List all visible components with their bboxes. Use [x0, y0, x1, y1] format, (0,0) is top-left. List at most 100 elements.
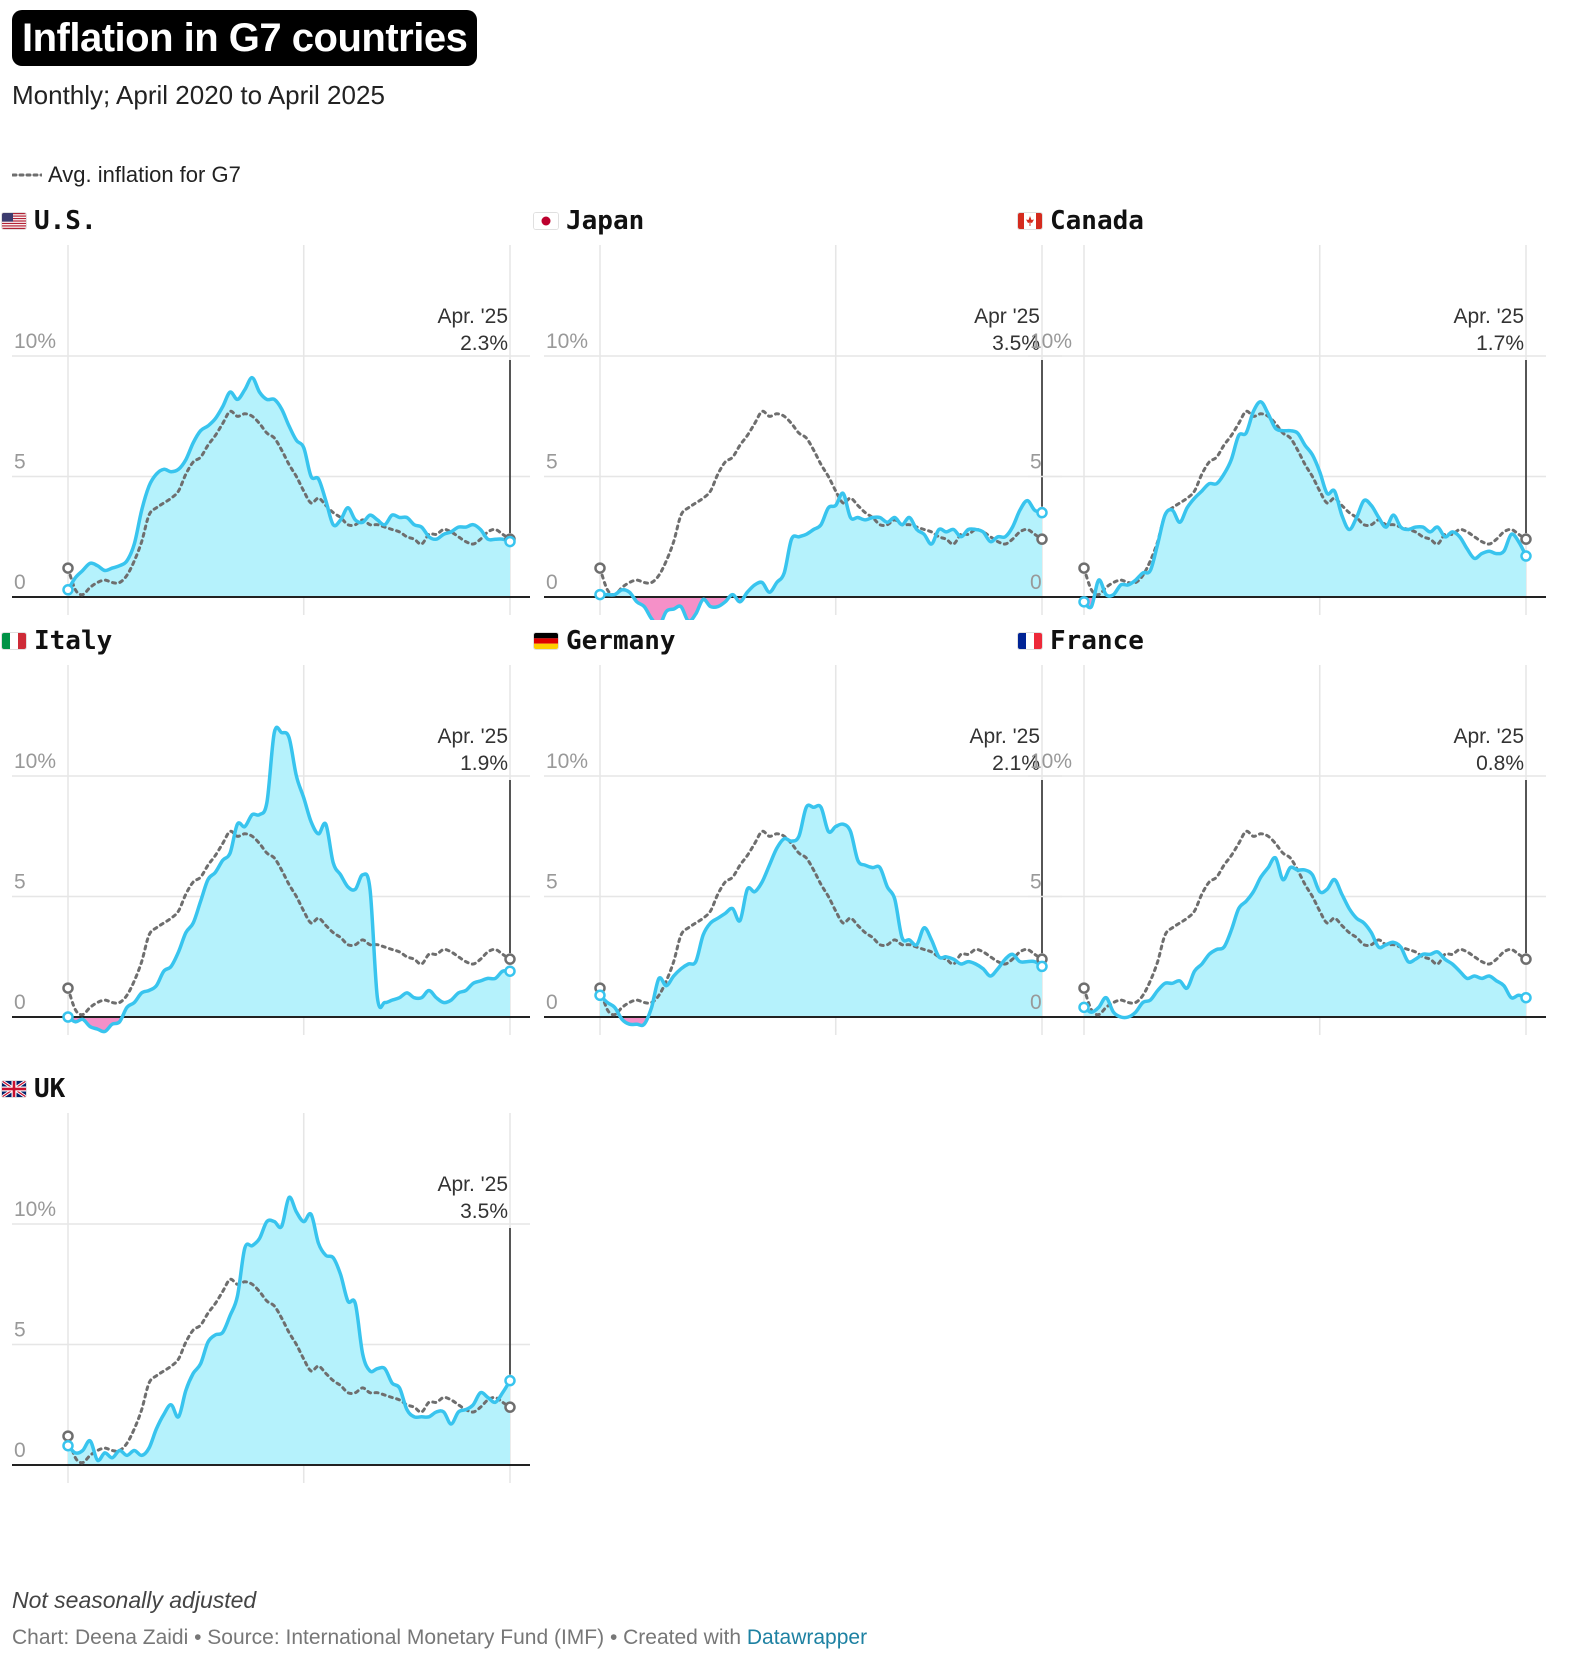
- panel-country-name: France: [1050, 626, 1144, 656]
- panel-country-name: Japan: [566, 206, 645, 236]
- country-area-fill: [1084, 857, 1526, 1017]
- country-line: [66, 1195, 512, 1463]
- y-tick-label: 10%: [546, 330, 588, 353]
- panel-country-name: U.S.: [34, 206, 97, 236]
- country-line: [598, 803, 1044, 1028]
- panel-title-row: U.S.: [2, 205, 97, 237]
- annotation-value: 1.7%: [1476, 332, 1524, 355]
- y-tick-label: 0: [1030, 991, 1042, 1014]
- annotation-value: 0.8%: [1476, 752, 1524, 775]
- y-tick-label: 0: [1030, 571, 1042, 594]
- avg-g7-line: [598, 829, 1044, 1017]
- flag-jp-icon: [534, 213, 558, 229]
- avg-end-dot: [1520, 953, 1532, 965]
- legend-dotted-line-icon: [12, 173, 42, 177]
- panel-country-name: UK: [34, 1074, 66, 1104]
- y-tick-label: 0: [14, 571, 26, 594]
- annotation-date: Apr. '25: [1453, 305, 1524, 328]
- panel-title-row: Japan: [534, 205, 644, 237]
- flag-ca-icon: [1018, 213, 1042, 229]
- country-area-fill: [68, 377, 510, 597]
- country-line: [66, 725, 511, 1034]
- avg-g7-line: [598, 409, 1044, 597]
- country-start-dot: [62, 1439, 74, 1452]
- annotation-value: 3.5%: [992, 332, 1040, 355]
- datawrapper-link[interactable]: Datawrapper: [746, 1626, 868, 1649]
- annotation-value: 2.3%: [460, 332, 508, 355]
- y-tick-label: 5: [546, 451, 558, 474]
- country-line: [1082, 400, 1528, 610]
- panel-country-name: Germany: [566, 626, 676, 656]
- avg-start-dot: [62, 1430, 74, 1442]
- y-tick-label: 10%: [1030, 750, 1072, 773]
- avg-start-dot: [62, 562, 74, 574]
- annotation-date: Apr. '25: [437, 1173, 508, 1196]
- avg-start-dot: [1078, 982, 1090, 994]
- country-start-dot: [1078, 596, 1090, 608]
- country-start-dot: [62, 584, 74, 596]
- y-tick-label: 5: [1030, 871, 1042, 894]
- annotation-date: Apr '25: [974, 305, 1040, 328]
- country-start-dot: [62, 1011, 74, 1023]
- annotation-value: 2.1%: [992, 752, 1040, 775]
- legend-label-avg: Avg. inflation for G7: [48, 162, 241, 187]
- chart-title: Inflation in G7 countries: [12, 10, 478, 66]
- annotation-date: Apr. '25: [437, 725, 508, 748]
- y-tick-label: 10%: [14, 330, 56, 353]
- avg-end-dot: [504, 1401, 516, 1413]
- country-area-fill: [68, 727, 510, 1017]
- panel-title-row: Germany: [534, 625, 676, 657]
- avg-end-dot: [504, 953, 516, 965]
- country-end-dot: [504, 535, 516, 548]
- avg-g7-line: [66, 409, 512, 597]
- avg-start-dot: [62, 982, 74, 994]
- country-start-dot: [1078, 1001, 1090, 1014]
- panel-title-row: Italy: [2, 625, 112, 657]
- annotation-date: Apr. '25: [1453, 725, 1524, 748]
- legend: Avg. inflation for G7: [12, 162, 241, 188]
- y-tick-label: 0: [14, 1439, 26, 1462]
- y-tick-label: 5: [14, 871, 26, 894]
- country-line: [600, 491, 1043, 620]
- avg-g7-line: [66, 1277, 512, 1465]
- panel-country-name: Canada: [1050, 206, 1144, 236]
- country-end-dot: [1520, 991, 1532, 1004]
- footer-credit: Chart: Deena Zaidi • Source: Internation…: [12, 1626, 747, 1649]
- avg-end-dot: [1520, 533, 1532, 545]
- country-line: [66, 375, 511, 591]
- country-end-dot: [1036, 960, 1048, 973]
- country-area-fill: [600, 805, 1042, 1017]
- y-tick-label: 0: [546, 571, 558, 594]
- annotation-value: 3.5%: [460, 1200, 508, 1223]
- y-tick-label: 0: [14, 991, 26, 1014]
- flag-de-icon: [534, 633, 558, 649]
- avg-start-dot: [1078, 562, 1090, 574]
- country-line: [1082, 855, 1527, 1020]
- y-tick-label: 10%: [14, 750, 56, 773]
- flag-it-icon: [2, 633, 26, 649]
- negative-area-fill: [68, 1017, 510, 1032]
- country-end-dot: [504, 1374, 516, 1387]
- avg-g7-line: [66, 829, 512, 1017]
- annotation-date: Apr. '25: [437, 305, 508, 328]
- avg-g7-line: [1082, 829, 1528, 1017]
- y-tick-label: 10%: [14, 1198, 56, 1221]
- y-tick-label: 5: [546, 871, 558, 894]
- panel-title-row: France: [1018, 625, 1144, 657]
- country-area-fill: [600, 493, 1042, 597]
- country-area-fill: [1084, 401, 1526, 597]
- y-tick-label: 10%: [546, 750, 588, 773]
